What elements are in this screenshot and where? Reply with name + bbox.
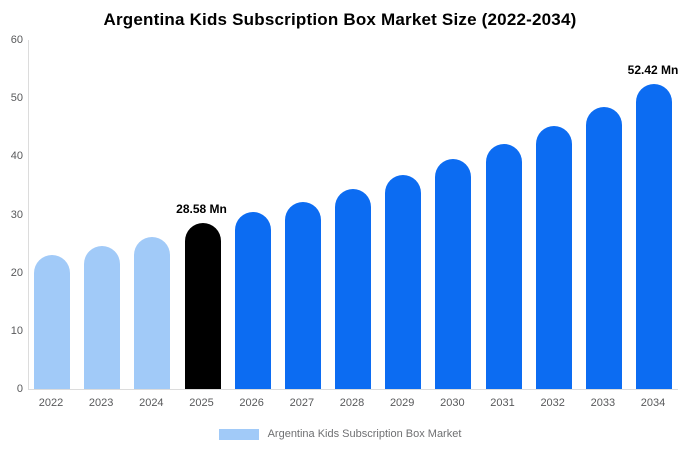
bar-2026[interactable] — [234, 212, 271, 389]
y-tick-50: 50 — [10, 92, 23, 105]
y-tick-10: 10 — [10, 324, 23, 337]
bar-2023[interactable] — [84, 245, 121, 389]
x-tick-2023: 2023 — [88, 397, 114, 409]
chart-title: Argentina Kids Subscription Box Market S… — [103, 10, 577, 29]
bar-2022[interactable] — [34, 254, 70, 389]
y-tick-40: 40 — [10, 150, 23, 163]
x-tick-2029: 2029 — [389, 397, 415, 409]
y-tick-60: 60 — [10, 34, 23, 46]
bar-2028[interactable] — [335, 188, 372, 389]
x-tick-2027: 2027 — [289, 397, 315, 409]
legend-label: Argentina Kids Subscription Box Market — [267, 428, 462, 440]
y-tick-0: 0 — [16, 383, 23, 395]
value-label-2034: 52.42 Mn — [627, 63, 679, 78]
x-tick-2030: 2030 — [440, 397, 465, 409]
legend[interactable]: Argentina Kids Subscription Box Market — [0, 426, 680, 442]
x-tick-2026: 2026 — [239, 397, 264, 409]
bar-2030[interactable] — [435, 158, 472, 389]
bar-2032[interactable] — [535, 126, 572, 389]
bar-2034[interactable] — [636, 84, 673, 389]
legend-swatch-icon — [218, 428, 259, 440]
x-tick-2024: 2024 — [139, 397, 164, 409]
x-tick-2033: 2033 — [590, 397, 616, 409]
x-tick-2031: 2031 — [490, 397, 515, 409]
bar-2031[interactable] — [485, 143, 522, 389]
x-tick-2025: 2025 — [189, 397, 214, 409]
bar-2029[interactable] — [385, 174, 422, 389]
bar-2025[interactable] — [184, 222, 221, 389]
plot-area — [28, 40, 678, 390]
bar-2033[interactable] — [585, 107, 622, 389]
bar-2024[interactable] — [134, 237, 171, 389]
y-tick-30: 30 — [10, 208, 23, 221]
x-tick-2032: 2032 — [540, 397, 565, 409]
value-label-2025: 28.58 Mn — [176, 201, 227, 216]
x-tick-2034: 2034 — [640, 397, 666, 409]
x-tick-2022: 2022 — [38, 397, 64, 409]
bar-2027[interactable] — [284, 202, 321, 389]
x-tick-2028: 2028 — [339, 397, 365, 409]
y-tick-20: 20 — [10, 266, 23, 279]
